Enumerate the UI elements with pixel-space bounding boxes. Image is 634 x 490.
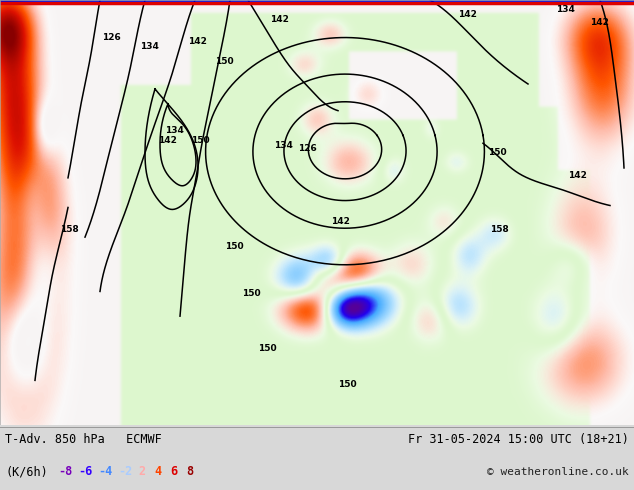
Text: T-Adv. 850 hPa   ECMWF: T-Adv. 850 hPa ECMWF	[5, 433, 162, 446]
Text: 142: 142	[568, 171, 587, 180]
Text: 142: 142	[188, 37, 207, 47]
Text: 142: 142	[158, 136, 177, 145]
Text: 150: 150	[338, 380, 356, 389]
Text: 2: 2	[138, 466, 145, 478]
Text: 134: 134	[140, 43, 159, 51]
Text: 158: 158	[60, 225, 79, 234]
Text: (K/6h): (K/6h)	[5, 466, 48, 478]
Text: 142: 142	[270, 15, 289, 24]
Text: 4: 4	[154, 466, 161, 478]
Text: 134: 134	[165, 126, 184, 135]
Text: 6: 6	[170, 466, 177, 478]
Text: -6: -6	[78, 466, 93, 478]
Text: 150: 150	[225, 242, 243, 251]
Text: © weatheronline.co.uk: © weatheronline.co.uk	[488, 467, 629, 477]
Text: 134: 134	[273, 141, 292, 150]
Text: -8: -8	[58, 466, 72, 478]
Text: 134: 134	[556, 5, 575, 14]
Text: 142: 142	[330, 217, 349, 226]
Text: 142: 142	[458, 10, 477, 19]
Text: Fr 31-05-2024 15:00 UTC (18+21): Fr 31-05-2024 15:00 UTC (18+21)	[408, 433, 629, 446]
Text: 150: 150	[215, 57, 233, 66]
Text: 126: 126	[297, 144, 316, 153]
Text: 150: 150	[488, 148, 507, 157]
Text: 158: 158	[490, 225, 508, 234]
Text: 150: 150	[242, 290, 261, 298]
Text: 126: 126	[102, 32, 120, 42]
Text: 150: 150	[191, 136, 209, 145]
Text: 142: 142	[590, 18, 609, 26]
Text: -2: -2	[118, 466, 133, 478]
Text: 150: 150	[258, 343, 276, 353]
Text: 8: 8	[186, 466, 193, 478]
Text: -4: -4	[98, 466, 112, 478]
